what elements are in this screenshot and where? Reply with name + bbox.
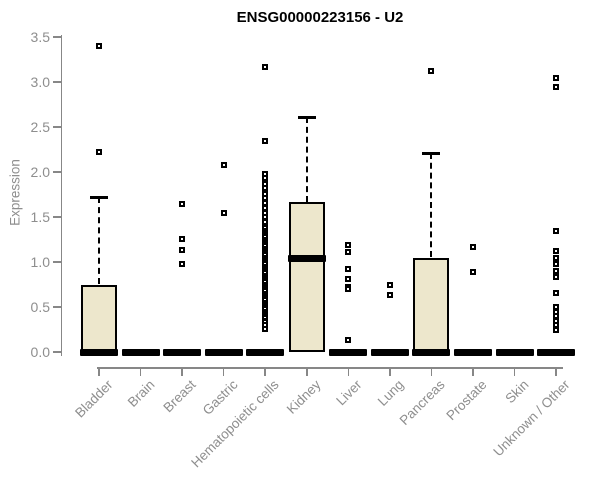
outlier-point (345, 266, 352, 273)
box (413, 257, 450, 352)
y-tick (52, 171, 61, 173)
whisker-cap (90, 195, 108, 199)
outlier-point (345, 286, 352, 292)
y-tick (52, 36, 61, 38)
median-line (453, 348, 492, 356)
median-line (370, 348, 409, 356)
y-tick-label: 0.5 (30, 299, 50, 315)
outlier-point (553, 260, 560, 267)
outlier-point (262, 185, 269, 192)
box (288, 201, 325, 352)
y-tick-label: 1.0 (30, 254, 50, 270)
outlier-point (179, 260, 186, 267)
whisker-line (305, 117, 308, 202)
y-tick-label: 2.0 (30, 164, 50, 180)
outlier-point (386, 282, 393, 289)
outlier-point (179, 235, 186, 242)
x-tick (139, 367, 142, 376)
median-line (329, 348, 368, 356)
outlier-point (220, 209, 227, 216)
x-tick (181, 367, 183, 376)
outlier-point (553, 322, 560, 328)
outlier-point (386, 292, 393, 299)
outlier-point (262, 175, 269, 182)
outlier-point (96, 149, 102, 156)
outlier-point (345, 249, 352, 256)
x-tick (347, 367, 350, 376)
outlier-point (262, 63, 269, 70)
y-tick-label: 3.0 (30, 74, 50, 90)
outlier-point (262, 325, 269, 332)
y-tick (52, 126, 61, 128)
y-tick-label: 0.0 (30, 344, 50, 360)
y-tick (52, 351, 61, 353)
x-tick (472, 367, 474, 376)
whisker-cap (297, 115, 316, 119)
median-line (495, 348, 534, 356)
y-tick (52, 261, 61, 263)
outlier-point (262, 199, 269, 206)
median-line (204, 348, 243, 356)
y-tick-label: 3.5 (30, 29, 50, 45)
outlier-point (220, 161, 227, 168)
outlier-point (553, 327, 560, 334)
outlier-point (428, 68, 435, 75)
outlier-point (553, 289, 560, 296)
outlier-point (262, 137, 269, 144)
whisker-cap (422, 151, 441, 155)
outlier-point (553, 254, 560, 261)
outlier-point (469, 243, 476, 250)
y-axis (60, 35, 62, 356)
x-tick (306, 367, 308, 376)
y-tick-label: 1.5 (30, 209, 50, 225)
outlier-point (553, 84, 560, 91)
x-tick (513, 367, 516, 376)
y-tick (52, 306, 61, 308)
outlier-point (179, 200, 186, 207)
x-tick (555, 367, 557, 376)
outlier-point (179, 247, 186, 254)
median-line (412, 348, 451, 356)
chart-title: ENSG00000223156 - U2 (236, 9, 404, 26)
outlier-point (469, 268, 476, 275)
median-line (163, 348, 202, 356)
x-tick (264, 367, 266, 376)
x-tick (430, 367, 433, 376)
outlier-point (553, 268, 560, 274)
whisker-line (430, 153, 433, 258)
median-line (537, 348, 576, 356)
outlier-point (553, 228, 560, 235)
outlier-point (345, 337, 352, 344)
y-tick (52, 216, 61, 218)
y-tick (52, 81, 61, 83)
x-tick (222, 367, 225, 376)
median-line (287, 254, 326, 262)
median-line (80, 348, 118, 356)
y-tick-label: 2.5 (30, 119, 50, 135)
whisker-line (98, 197, 100, 285)
box (81, 284, 117, 352)
outlier-point (345, 276, 352, 283)
outlier-point (553, 248, 560, 255)
median-line (246, 348, 285, 356)
outlier-point (553, 75, 560, 82)
outlier-point (345, 241, 352, 248)
x-tick (98, 367, 100, 376)
x-tick (389, 367, 391, 376)
x-axis (97, 367, 563, 369)
outlier-point (553, 274, 560, 281)
median-line (121, 348, 160, 356)
outlier-point (96, 43, 102, 49)
